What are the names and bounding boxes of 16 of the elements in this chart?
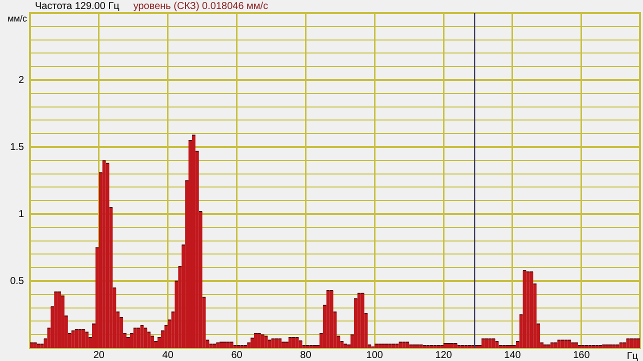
x-tick-label: 160: [573, 350, 590, 361]
chart-subtitle: уровень (СКЗ) 0.018046 мм/с: [133, 1, 268, 12]
y-axis-title: мм/с: [8, 13, 28, 24]
x-tick-label: 140: [504, 350, 522, 361]
chart-title: Частота 129.00 Гц: [35, 1, 120, 12]
x-tick-label: 120: [435, 350, 452, 361]
y-tick-label: 1.5: [10, 142, 24, 153]
x-tick-label: 40: [162, 350, 174, 361]
y-tick-label: 0.5: [10, 276, 24, 287]
x-tick-label: 80: [300, 350, 312, 361]
y-tick-label: 2: [18, 74, 24, 86]
x-tick-label: 100: [366, 350, 384, 361]
x-axis-title: Гц: [626, 350, 638, 361]
x-tick-label: 60: [231, 350, 243, 361]
x-tick-label: 20: [93, 350, 105, 361]
y-tick-label: 1: [18, 208, 24, 220]
